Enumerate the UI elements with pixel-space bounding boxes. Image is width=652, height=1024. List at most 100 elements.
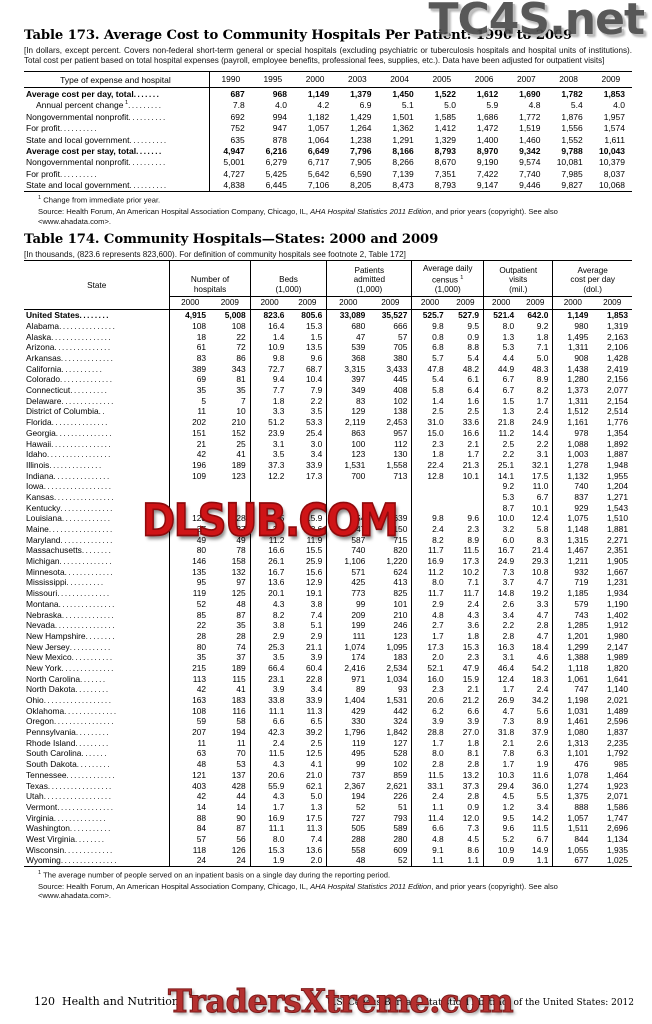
table-174-row-label: California ........... xyxy=(26,363,104,374)
table-174-cell: 83 xyxy=(169,352,211,364)
table-174-cell: 69 xyxy=(169,374,211,385)
table-174-cell: 1,428 xyxy=(607,353,628,364)
table-row: Alabama ............... 108 108 16.4 15.3 680… xyxy=(24,320,632,332)
table-173-title: Table 173. Average Cost to Community Hos… xyxy=(24,28,573,43)
table-174-cell: 74 xyxy=(236,641,246,652)
table-173-cell: 10,081 xyxy=(556,157,583,168)
table-row: Illinois .............. 196 189 37.3 33.9 1,5… xyxy=(24,459,632,471)
table-174-cell: 2.1 xyxy=(483,737,519,749)
table-174-cell: 1,887 xyxy=(607,449,628,460)
table-174-cell: 102 xyxy=(393,759,408,770)
table-row: Delaware .............. 5 7 1.8 2.2 83 102 1.4 1… xyxy=(24,395,632,407)
table-174-cell: 1.7 xyxy=(536,395,549,406)
table-174-cell: 8.2 xyxy=(411,534,448,546)
table-174-cell: 21.3 xyxy=(462,459,480,470)
table-173-cell: 1,690 xyxy=(519,89,541,100)
table-174-cell: 495 xyxy=(326,748,370,759)
table-174-cell: 3.4 xyxy=(536,801,549,812)
table-173-cell: 5.9 xyxy=(486,100,499,111)
table-174-cell: 15.9 xyxy=(305,513,323,524)
table-174-cell: 719 xyxy=(552,577,593,588)
table-173-cell: 8,670 xyxy=(434,157,456,168)
table-173-head: Type of expense and hospital 1990 1995 2000… xyxy=(24,71,632,89)
table-174-cell: 2,534 xyxy=(386,662,408,673)
table-174-cell: 25.1 xyxy=(483,459,519,471)
table-174-cell: 183 xyxy=(231,695,246,706)
table-173-cell: 1,149 xyxy=(307,89,330,100)
table-174-cell xyxy=(249,502,289,513)
table-174-cell: 1,464 xyxy=(607,769,628,780)
table-row: Kansas ................ 5.3 6.7 837 1,271 xyxy=(24,491,632,503)
table-174-row-label: Minnesota ............. xyxy=(26,566,115,577)
table-174-cell: 1,075 xyxy=(552,512,593,524)
table-174-cell: 11.2 xyxy=(249,534,289,546)
table-174-cell: 2,156 xyxy=(607,374,628,385)
table-174-cell: 11.5 xyxy=(463,545,480,556)
table-174-cell: 2.3 xyxy=(411,683,448,695)
table-174-cell: 4.4 xyxy=(483,352,519,364)
table-174-row-label: New Mexico ........... xyxy=(26,652,114,663)
table-173-cell: 1,238 xyxy=(350,134,372,145)
table-174-cell: 126 xyxy=(231,844,246,855)
table-174-cell: 16.6 xyxy=(249,545,289,556)
table-174-cell: 1,667 xyxy=(607,566,628,577)
table-174-cell: 102 xyxy=(393,395,408,406)
table-174-cell: 49 xyxy=(169,534,211,546)
table-174-cell: 6.7 xyxy=(536,833,549,844)
table-174-cell: 7.3 xyxy=(483,566,519,578)
table-174-cell: 12.5 xyxy=(305,748,323,759)
table-174-cell: 11.7 xyxy=(411,587,448,599)
table-173-cell: 7.8 xyxy=(208,99,252,112)
table-173-cell: 6,216 xyxy=(265,145,287,156)
table-174-cell: 11.9 xyxy=(306,534,323,545)
table-174-cell: 4.3 xyxy=(249,790,289,802)
table-174-cell: 1,285 xyxy=(552,619,593,631)
table-174-cell: 1.8 xyxy=(467,737,480,748)
table-174-cell: 6.7 xyxy=(536,491,549,502)
table-174-cell: 6.6 xyxy=(467,705,480,716)
table-174-row-label: Nebraska .............. xyxy=(26,609,116,620)
table-174-cell: 2,367 xyxy=(326,780,370,791)
table-174-source: Source: Health Forum, An American Hospit… xyxy=(24,882,632,901)
table-174-cell: 2.6 xyxy=(483,598,519,610)
table-row: Mississippi .......... 95 97 13.6 12.9 425 413… xyxy=(24,577,632,588)
table-174-cell: 1.8 xyxy=(467,630,480,641)
table-174-cell: 4.7 xyxy=(483,705,519,717)
table-174-cell: 1,912 xyxy=(607,620,628,631)
table-174-cell: 624 xyxy=(393,566,408,577)
table-174-cell: 11.0 xyxy=(532,481,549,492)
table-173-cell: 1,574 xyxy=(603,123,625,134)
table-174-stub-header: State xyxy=(24,260,170,310)
table-174-cell: 677 xyxy=(552,854,593,867)
table-174-cell: 19.2 xyxy=(532,588,549,599)
table-174-cell: 57 xyxy=(398,331,408,342)
table-174-cell: 196 xyxy=(169,459,211,471)
table-174-cell: 10.3 xyxy=(483,769,519,781)
table-174-cell: 87 xyxy=(236,823,246,834)
table-174-cell: 10.9 xyxy=(483,844,519,855)
table-174-cell: 700 xyxy=(326,470,370,481)
table-174-cell: 1.8 xyxy=(249,395,289,407)
table-173-cell: 9,788 xyxy=(561,145,583,156)
table-174-cell: 1.3 xyxy=(483,406,519,417)
table-174-cell: 11.7 xyxy=(463,588,480,599)
table-row: Kentucky .............. 8.7 10.1 929 1,543 xyxy=(24,502,632,513)
table-174-cell: 1,820 xyxy=(607,662,628,673)
table-174-cell: 5.3 xyxy=(483,341,519,353)
table-174-cell: 16.9 xyxy=(249,812,289,823)
table-174-year-header: 2000 xyxy=(326,295,370,310)
table-174-cell: 11.1 xyxy=(249,822,289,834)
table-174-cell: 1,055 xyxy=(552,844,593,855)
table-174-cell: 15.6 xyxy=(305,566,323,577)
table-174-cell: 1,489 xyxy=(607,705,628,716)
table-174-row-label: Arizona ............... xyxy=(26,342,112,353)
table-173-cell: 5,425 xyxy=(265,168,287,179)
table-row: Missouri .............. 119 125 20.1 19.1 773… xyxy=(24,587,632,599)
table-174-cell: 3.3 xyxy=(536,598,549,609)
table-174-cell: 9.2 xyxy=(536,320,549,331)
table-174-cell xyxy=(411,480,448,492)
table-174-cell: 4.7 xyxy=(536,577,549,588)
table-174-cell: 589 xyxy=(393,823,408,834)
table-174-cell: 48.2 xyxy=(462,363,480,374)
table-174-cell xyxy=(369,502,412,513)
